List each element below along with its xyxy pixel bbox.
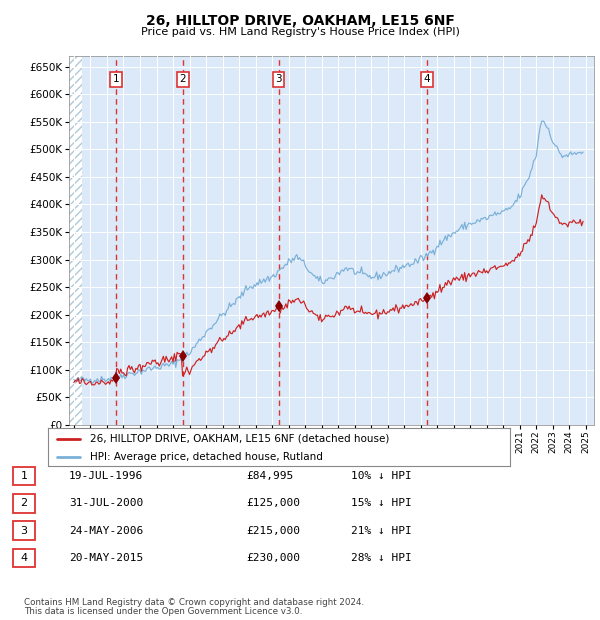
Text: 10% ↓ HPI: 10% ↓ HPI <box>351 471 412 481</box>
Text: 19-JUL-1996: 19-JUL-1996 <box>69 471 143 481</box>
Text: 24-MAY-2006: 24-MAY-2006 <box>69 526 143 536</box>
Text: £215,000: £215,000 <box>246 526 300 536</box>
Text: £84,995: £84,995 <box>246 471 293 481</box>
Text: 26, HILLTOP DRIVE, OAKHAM, LE15 6NF: 26, HILLTOP DRIVE, OAKHAM, LE15 6NF <box>146 14 454 28</box>
Text: HPI: Average price, detached house, Rutland: HPI: Average price, detached house, Rutl… <box>89 451 322 462</box>
Bar <box>69 56 82 425</box>
Text: 28% ↓ HPI: 28% ↓ HPI <box>351 553 412 563</box>
Text: 3: 3 <box>20 526 28 536</box>
Text: 20-MAY-2015: 20-MAY-2015 <box>69 553 143 563</box>
Text: 4: 4 <box>424 74 430 84</box>
Text: 2: 2 <box>179 74 186 84</box>
Text: 4: 4 <box>20 553 28 563</box>
Text: 31-JUL-2000: 31-JUL-2000 <box>69 498 143 508</box>
Text: 1: 1 <box>20 471 28 481</box>
Text: 15% ↓ HPI: 15% ↓ HPI <box>351 498 412 508</box>
Text: Contains HM Land Registry data © Crown copyright and database right 2024.: Contains HM Land Registry data © Crown c… <box>24 598 364 607</box>
Text: 1: 1 <box>113 74 119 84</box>
Text: Price paid vs. HM Land Registry's House Price Index (HPI): Price paid vs. HM Land Registry's House … <box>140 27 460 37</box>
Text: 2: 2 <box>20 498 28 508</box>
Text: 21% ↓ HPI: 21% ↓ HPI <box>351 526 412 536</box>
Text: 26, HILLTOP DRIVE, OAKHAM, LE15 6NF (detached house): 26, HILLTOP DRIVE, OAKHAM, LE15 6NF (det… <box>89 433 389 443</box>
Text: 3: 3 <box>275 74 282 84</box>
Text: £230,000: £230,000 <box>246 553 300 563</box>
Text: £125,000: £125,000 <box>246 498 300 508</box>
Text: This data is licensed under the Open Government Licence v3.0.: This data is licensed under the Open Gov… <box>24 608 302 616</box>
